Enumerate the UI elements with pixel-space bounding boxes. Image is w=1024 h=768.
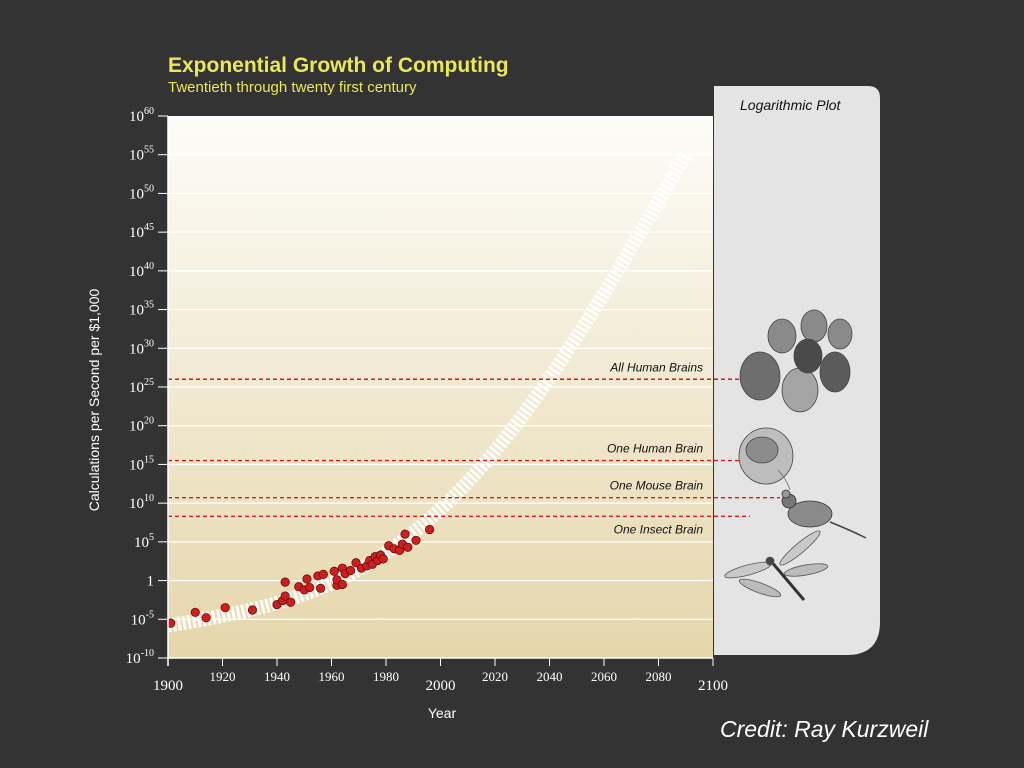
mouse-icon xyxy=(781,489,867,539)
panel-label: Logarithmic Plot xyxy=(740,97,841,113)
data-point xyxy=(424,524,435,535)
y-tick-label: 1050 xyxy=(129,183,154,202)
data-point xyxy=(351,558,361,568)
data-point xyxy=(280,591,290,601)
y-tick-label: 1045 xyxy=(129,222,154,241)
y-tick-label: 1015 xyxy=(129,454,154,473)
x-tick-label: 1920 xyxy=(210,669,236,684)
y-tick-label: 1020 xyxy=(129,416,154,435)
x-tick-label: 1940 xyxy=(264,669,290,684)
threshold-label: One Mouse Brain xyxy=(610,479,704,493)
y-tick-label: 10-5 xyxy=(131,609,154,628)
y-tick-label: 1025 xyxy=(129,377,154,396)
x-tick-label: 2000 xyxy=(426,678,456,694)
x-tick-label: 2100 xyxy=(698,678,728,694)
x-tick-label: 2020 xyxy=(482,669,508,684)
chart-title: Exponential Growth of Computing xyxy=(168,54,509,77)
y-tick-label: 105 xyxy=(134,532,154,551)
data-point xyxy=(329,566,339,576)
data-point xyxy=(403,542,413,552)
x-tick-label: 2060 xyxy=(591,669,617,684)
data-point xyxy=(305,582,315,593)
threshold-label: One Insect Brain xyxy=(614,522,704,536)
x-tick-label: 2080 xyxy=(646,669,672,684)
threshold-label: All Human Brains xyxy=(609,360,703,374)
y-tick-label: 10-10 xyxy=(126,648,154,667)
y-tick-label: 1010 xyxy=(129,493,154,512)
data-point xyxy=(247,605,258,615)
data-point xyxy=(315,583,326,593)
x-tick-label: 1960 xyxy=(319,669,345,684)
data-point xyxy=(337,579,347,590)
y-tick-label: 1055 xyxy=(129,145,154,164)
data-point xyxy=(400,529,410,539)
credit-text: Credit: Ray Kurzweil xyxy=(720,716,929,742)
data-point xyxy=(378,554,388,564)
human-heads-icon xyxy=(739,309,853,413)
data-point xyxy=(286,597,296,607)
y-tick-label: 1035 xyxy=(129,300,154,319)
data-point xyxy=(302,574,312,584)
data-point xyxy=(345,565,356,576)
y-tick-label: 1040 xyxy=(129,261,154,280)
data-point xyxy=(201,613,211,623)
x-tick-label: 2040 xyxy=(537,669,563,684)
human-brain-icon xyxy=(738,427,794,491)
data-point xyxy=(411,535,421,545)
y-tick-label: 1030 xyxy=(129,338,154,357)
data-point xyxy=(280,577,290,587)
x-tick-label: 1980 xyxy=(373,669,399,684)
data-point xyxy=(318,569,328,579)
data-point xyxy=(190,607,200,617)
x-tick-label: 1900 xyxy=(153,678,183,694)
threshold-label: One Human Brain xyxy=(607,442,703,456)
data-point xyxy=(220,603,230,613)
y-tick-label: 1 xyxy=(147,574,155,590)
y-tick-label: 1060 xyxy=(129,106,154,125)
dragonfly-icon xyxy=(724,530,829,601)
y-axis-label: Calculations per Second per $1,000 xyxy=(86,288,102,511)
chart-subtitle: Twentieth through twenty first century xyxy=(168,79,417,96)
x-axis-label: Year xyxy=(428,705,457,721)
